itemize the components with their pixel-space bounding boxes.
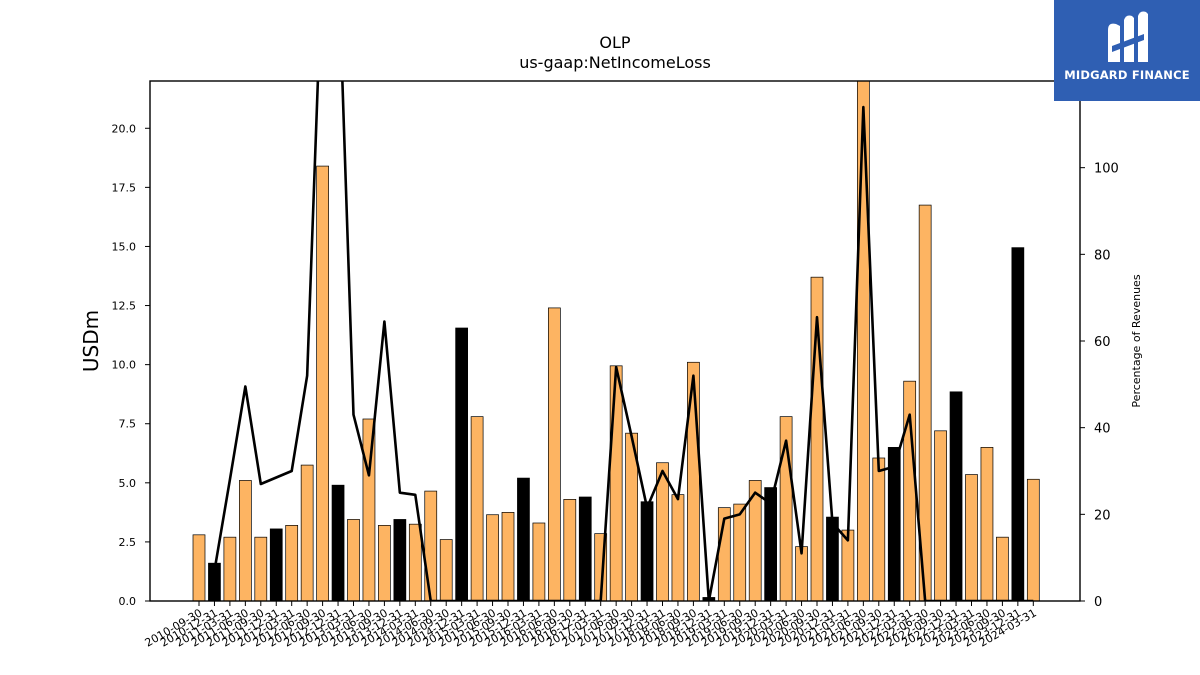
bar-2013-03-31 [347, 519, 360, 601]
bar-2012-03-31 [285, 525, 299, 601]
bar-2023-12-31 [1011, 247, 1025, 601]
y-tick-label: 15.0 [112, 240, 137, 253]
y2-tick-label: 20 [1094, 508, 1111, 523]
midgard-logo-icon [1108, 11, 1148, 63]
bar-2017-06-30 [609, 365, 623, 601]
y-tick-label: 17.5 [112, 181, 137, 194]
bar-2016-06-30 [547, 307, 561, 601]
y2-axis-label: Percentage of Revenues [1130, 274, 1143, 407]
bar-2015-06-30 [486, 514, 499, 601]
bar-2022-09-30 [934, 430, 947, 601]
bar-2020-12-31 [826, 516, 839, 601]
y-tick-label: 7.5 [119, 418, 137, 431]
bar-2010-09-30 [192, 534, 206, 601]
bar-2019-06-30 [733, 503, 747, 601]
y2-tick-label: 40 [1094, 422, 1111, 437]
y2-tick-label: 0 [1094, 595, 1102, 610]
bar-2013-12-31 [393, 519, 407, 601]
bar-2018-06-30 [671, 494, 685, 601]
y-tick-label: 10.0 [112, 359, 137, 372]
x-axis: 2010-09-302010-12-312011-03-312011-06-30… [143, 601, 1039, 650]
y-axis-right: 0 20 40 60 80 100 [1080, 162, 1119, 610]
y-tick-label: 2.5 [119, 536, 137, 549]
bar-2014-06-30 [424, 490, 438, 601]
y-tick-label: 0.0 [119, 595, 137, 608]
bar-2022-06-30 [918, 204, 932, 601]
bar-2023-06-30 [980, 447, 994, 601]
bar-2011-06-30 [239, 480, 252, 601]
bar-2016-12-31 [578, 496, 592, 601]
y-axis-left: 0.0 2.5 5.0 7.5 10.0 12.5 15.0 17.5 20.0 [112, 122, 150, 608]
bar-2012-09-30 [316, 165, 329, 601]
bar-2021-09-30 [872, 457, 886, 601]
bar-2017-12-31 [640, 501, 654, 601]
bar-2023-03-31 [965, 474, 978, 601]
midgard-finance-logo: MIDGARD FINANCE [1054, 0, 1200, 101]
bar-2011-03-31 [223, 536, 237, 601]
bar-2015-03-31 [470, 416, 484, 601]
chart-title: OLP [599, 33, 631, 52]
y-tick-label: 5.0 [119, 477, 137, 490]
ratio-line [213, 81, 1034, 601]
bar-2014-12-31 [455, 327, 468, 601]
bar-2018-09-30 [687, 361, 700, 601]
bar-2014-03-31 [408, 523, 422, 601]
bar-2014-09-30 [439, 539, 453, 601]
bar-2022-12-31 [949, 391, 963, 601]
y2-tick-label: 60 [1094, 335, 1111, 350]
bar-2020-06-30 [795, 546, 808, 601]
bar-2024-03-31 [1026, 478, 1040, 601]
bar-2013-09-30 [378, 525, 391, 601]
bar-2015-09-30 [501, 512, 515, 601]
y-tick-label: 12.5 [112, 300, 137, 313]
y-tick-label: 20.0 [112, 122, 137, 135]
bar-2012-06-30 [300, 464, 314, 601]
bar-2019-09-30 [748, 480, 762, 601]
y2-tick-label: 100 [1094, 162, 1119, 177]
y2-tick-label: 80 [1094, 248, 1111, 263]
bars-group [192, 81, 1040, 601]
y-axis-label: USDm [79, 310, 103, 372]
bar-2021-12-31 [887, 447, 901, 601]
bar-2023-09-30 [996, 536, 1009, 601]
bar-2016-03-31 [532, 522, 546, 601]
chart-subtitle: us-gaap:NetIncomeLoss [519, 53, 711, 72]
bar-2018-03-31 [656, 462, 669, 601]
bar-2016-09-30 [563, 499, 577, 601]
bar-2011-12-31 [269, 528, 283, 601]
bar-2021-06-30 [856, 81, 870, 601]
bar-2011-09-30 [254, 536, 268, 601]
bar-2015-12-31 [517, 477, 530, 601]
bar-2012-12-31 [331, 484, 345, 601]
logo-text: MIDGARD FINANCE [1064, 68, 1190, 82]
